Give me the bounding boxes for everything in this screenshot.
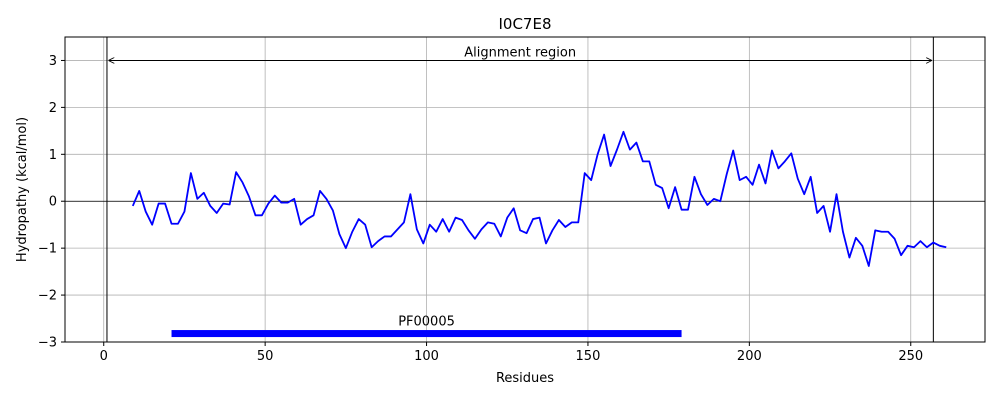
pf00005-domain-bar [171,330,682,338]
y-axis-label: Hydropathy (kcal/mol) [15,117,30,262]
x-ticks: 0 50 100 150 200 250 [100,342,923,364]
y-tick-label: −1 [38,242,57,257]
grid [65,37,985,343]
hydropathy-line [131,130,947,267]
y-tick-label: 2 [49,101,57,116]
pf00005-domain-label: PF00005 [398,315,455,330]
alignment-region-label: Alignment region [464,45,576,60]
annotations: Alignment region PF00005 [109,45,931,338]
series-layer [131,130,947,267]
x-tick-label: 250 [898,349,923,364]
chart-title: I0C7E8 [498,15,551,33]
y-tick-label: 0 [49,195,57,210]
x-tick-label: 150 [576,349,601,364]
reference-lines [65,37,985,342]
plot-frame [64,36,986,343]
y-tick-label: 1 [49,148,57,163]
y-tick-label: 3 [49,54,57,69]
y-tick-label: −3 [38,336,57,351]
x-axis-label: Residues [496,371,554,386]
y-ticks: −3 −2 −1 0 1 2 3 [38,54,65,351]
x-tick-label: 200 [737,349,762,364]
x-tick-label: 0 [100,349,108,364]
x-tick-label: 50 [257,349,274,364]
x-tick-label: 100 [414,349,439,364]
y-tick-label: −2 [38,289,57,304]
